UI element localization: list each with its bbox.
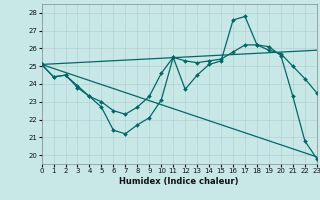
X-axis label: Humidex (Indice chaleur): Humidex (Indice chaleur): [119, 177, 239, 186]
